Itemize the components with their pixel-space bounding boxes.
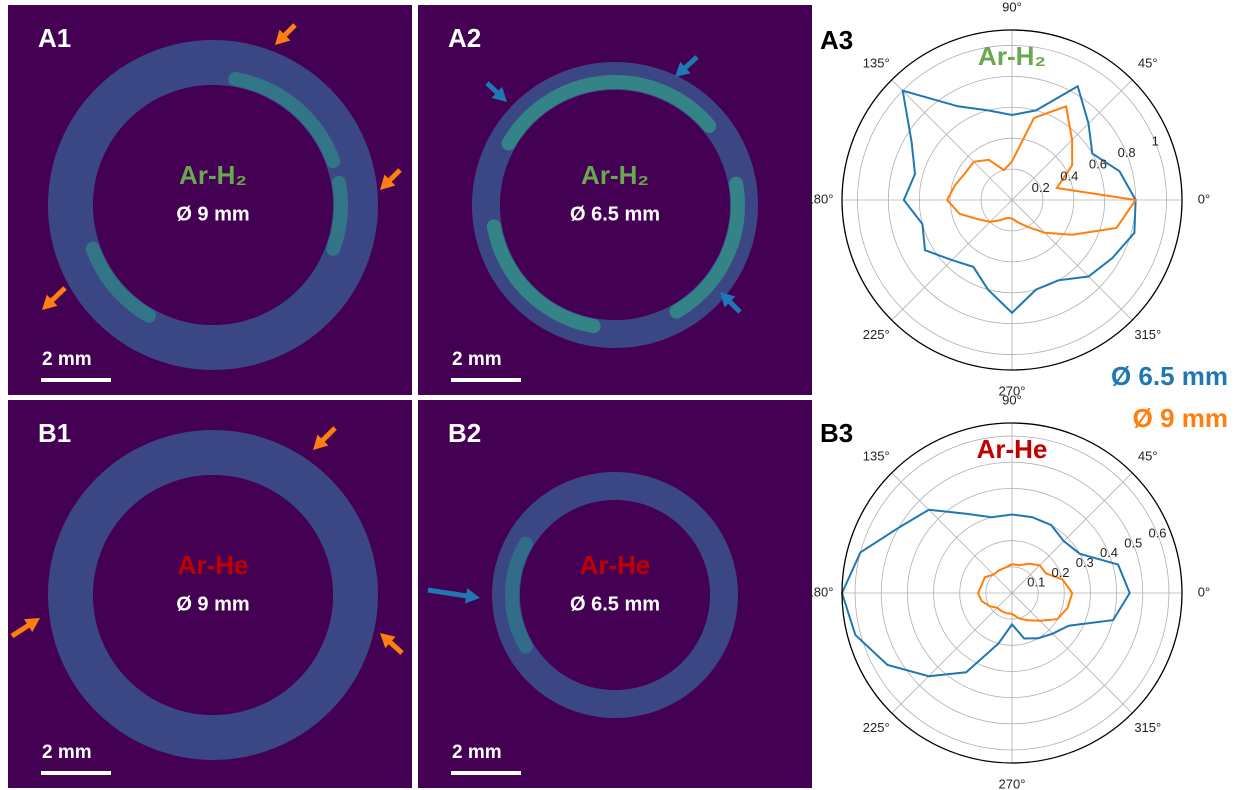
ring-highlight <box>326 175 348 256</box>
arrow-head <box>24 618 40 633</box>
scale-label: 2 mm <box>42 349 92 370</box>
gas-label: Ar-He <box>178 550 249 580</box>
theta-tick-label: 45° <box>1138 449 1158 464</box>
ring-highlight <box>85 241 156 323</box>
r-tick-label: 0.3 <box>1076 555 1094 570</box>
ring-highlight <box>669 176 745 319</box>
theta-tick-label: 180° <box>807 584 834 599</box>
theta-tick-label: 135° <box>863 56 890 71</box>
theta-tick-label: 45° <box>1138 56 1158 71</box>
arrow-head <box>42 294 58 310</box>
ring-inner <box>93 85 333 325</box>
scale-bar <box>41 378 111 382</box>
theta-tick-label: 315° <box>1134 720 1161 735</box>
ring-highlight <box>228 71 341 169</box>
diameter-label: Ø 9 mm <box>176 203 249 225</box>
scale-bar <box>451 771 521 775</box>
panel-label: A1 <box>38 23 71 53</box>
scale-bar <box>41 771 111 775</box>
ring-highlight <box>501 75 717 151</box>
ring-highlight <box>486 219 601 334</box>
polar-frame <box>841 422 1183 764</box>
theta-tick-label: 225° <box>863 720 890 735</box>
theta-tick-label: 135° <box>863 449 890 464</box>
r-tick-label: 0.6 <box>1089 157 1107 172</box>
ring <box>48 40 378 370</box>
ring-inner <box>520 500 710 690</box>
r-tick-label: 0.6 <box>1148 526 1166 541</box>
ring-highlight <box>505 536 533 654</box>
chart-label: B3 <box>820 418 853 448</box>
grid-spoke <box>1011 592 1133 714</box>
diameter-label: Ø 6.5 mm <box>570 203 660 225</box>
arrow-head <box>464 588 480 604</box>
series-line <box>976 562 1074 622</box>
ring <box>48 430 378 760</box>
legend-entry: Ø 9 mm <box>1133 403 1228 433</box>
r-tick-label: 0.8 <box>1118 145 1136 160</box>
scale-bar <box>451 378 521 382</box>
gas-label: Ar-He <box>580 550 651 580</box>
theta-tick-label: 90° <box>1002 392 1022 407</box>
diameter-label: Ø 6.5 mm <box>570 593 660 615</box>
theta-tick-label: 315° <box>1134 327 1161 342</box>
polar-frame <box>841 29 1183 371</box>
series-line <box>945 104 1138 236</box>
r-tick-label: 0.4 <box>1100 545 1118 560</box>
ring-inner <box>93 475 333 715</box>
theta-tick-label: 270° <box>999 383 1026 398</box>
r-tick-label: 1 <box>1152 134 1159 149</box>
theta-tick-label: 90° <box>1002 0 1022 14</box>
panel-label: A2 <box>448 23 481 53</box>
arrow-head <box>491 86 507 102</box>
theta-tick-label: 270° <box>999 776 1026 790</box>
chart-title: Ar-He <box>977 434 1048 464</box>
arrow-head <box>675 61 691 77</box>
grid-spoke <box>891 79 1013 201</box>
arrow-head <box>380 633 396 649</box>
scale-label: 2 mm <box>42 742 92 763</box>
legend-entry: Ø 6.5 mm <box>1111 361 1228 391</box>
ring-inner <box>500 90 730 320</box>
grid-spoke <box>891 472 1013 594</box>
r-tick-label: 0.4 <box>1060 168 1078 183</box>
scale-label: 2 mm <box>452 349 502 370</box>
panel-label: B2 <box>448 418 481 448</box>
grid-spoke <box>1011 199 1133 321</box>
theta-tick-label: 225° <box>863 327 890 342</box>
series-line <box>901 84 1137 315</box>
r-tick-label: 0.1 <box>1027 575 1045 590</box>
r-tick-label: 0.2 <box>1051 565 1069 580</box>
grid-spoke <box>1011 472 1133 594</box>
scale-label: 2 mm <box>452 742 502 763</box>
arrow-head <box>313 434 329 450</box>
gas-label: Ar-H₂ <box>581 160 649 190</box>
arrow-head <box>380 174 396 190</box>
arrow-head <box>275 29 291 45</box>
theta-tick-label: 0° <box>1198 584 1210 599</box>
theta-tick-label: 0° <box>1198 191 1210 206</box>
gas-label: Ar-H₂ <box>179 160 247 190</box>
chart-label: A3 <box>820 25 853 55</box>
panel-label: B1 <box>38 418 71 448</box>
arrow <box>427 587 471 599</box>
diameter-label: Ø 9 mm <box>176 593 249 615</box>
theta-tick-label: 180° <box>807 191 834 206</box>
r-tick-label: 0.5 <box>1124 535 1142 550</box>
arrow-head <box>720 292 736 308</box>
grid-spoke <box>891 592 1013 714</box>
r-tick-label: 0.2 <box>1032 180 1050 195</box>
chart-title: Ar-H₂ <box>978 41 1046 71</box>
